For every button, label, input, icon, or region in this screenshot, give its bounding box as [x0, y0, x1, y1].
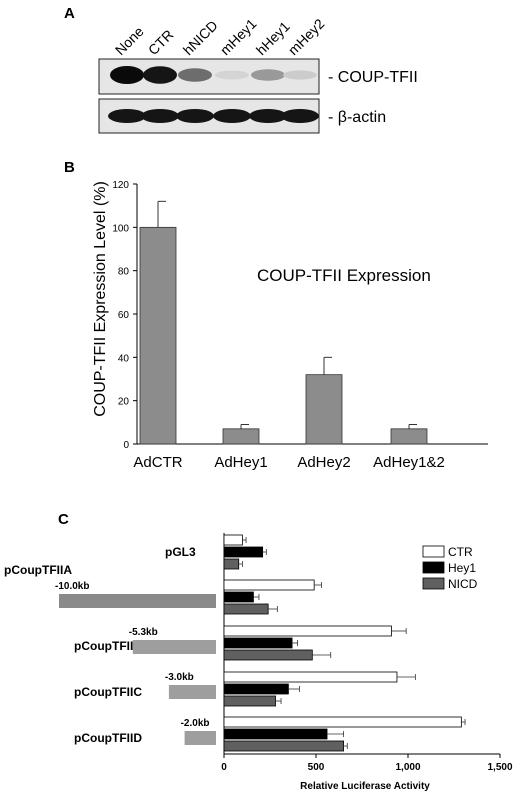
b-bar-2	[222, 428, 260, 445]
c-bar-pcouptfiic-hey1	[223, 683, 289, 695]
legend-swatch-nicd	[422, 577, 445, 590]
b-y-tick-label-120: 120	[112, 180, 129, 191]
c-bar-pcouptfiic-nicd	[223, 695, 276, 707]
construct-box-pcouptfiib	[132, 640, 216, 654]
beta-actin-band-2	[141, 109, 179, 123]
panel-c: C pGL3pCoupTFIIA-10.0kbpCoupTFIIB-5.3kbp…	[4, 511, 513, 792]
c-x-tick-label-1000: 1,000	[395, 762, 420, 773]
b-y-tick-label-20: 20	[118, 397, 130, 408]
c-bar-pcouptfiib-ctr	[223, 625, 392, 637]
coup-tfii-band-5	[251, 69, 285, 81]
legend-label-nicd: NICD	[448, 577, 478, 591]
lane-label-none: None	[112, 23, 147, 58]
c-bar-pgl3-hey1	[223, 546, 264, 558]
c-bar-pcouptfiid-hey1	[223, 728, 328, 740]
construct-size-pcouptfiic: -3.0kb	[165, 672, 194, 683]
coup-tfii-band-6	[283, 70, 317, 80]
b-y-tick-label-80: 80	[118, 267, 130, 278]
c-bar-pcouptfiid-nicd	[223, 740, 344, 752]
lane-label-hhey1: hHey1	[253, 18, 293, 58]
construct-box-pcouptfiid	[184, 731, 216, 745]
c-bar-pcouptfiib-nicd	[223, 649, 313, 661]
beta-actin-band-5	[249, 109, 287, 123]
beta-actin-band-label: - β-actin	[328, 109, 386, 126]
coup-tfii-band-2	[143, 66, 177, 84]
construct-size-pcouptfiib: -5.3kb	[129, 627, 158, 638]
lane-label-mhey1: mHey1	[217, 15, 260, 58]
coup-tfii-band-label: - COUP-TFII	[328, 69, 418, 86]
construct-size-pcouptfiia: -10.0kb	[55, 581, 89, 592]
c-bar-pgl3-ctr	[223, 534, 243, 546]
b-y-tick-label-100: 100	[112, 223, 129, 234]
legend-label-ctr: CTR	[448, 545, 473, 559]
b-y-tick-label-0: 0	[123, 440, 129, 451]
b-categories: AdCTR AdHey1 AdHey2 AdHey1&2	[133, 454, 444, 471]
c-bar-pcouptfiid-ctr	[223, 716, 462, 728]
lane-label-mhey2: mHey2	[285, 15, 328, 58]
coup-tfii-band-4	[215, 70, 249, 80]
b-y-tick-label-40: 40	[118, 353, 130, 364]
b-bars	[139, 200, 428, 445]
construct-name-pgl3: pGL3	[165, 545, 196, 559]
coup-tfii-band-3	[178, 68, 212, 82]
beta-actin-band-1	[108, 109, 146, 123]
c-x-tick-label-500: 500	[308, 762, 325, 773]
panel-c-letter: C	[58, 511, 69, 528]
c-x-tick-label-0: 0	[221, 762, 227, 773]
beta-actin-bands	[108, 109, 319, 123]
construct-name-pcouptfiib: pCoupTFIIB	[74, 639, 142, 653]
legend-swatch-ctr	[422, 545, 445, 558]
legend-swatch-hey1	[422, 561, 445, 574]
construct-name-pcouptfiia: pCoupTFIIA	[4, 563, 72, 577]
c-bar-pcouptfiia-ctr	[223, 579, 315, 591]
construct-size-pcouptfiid: -2.0kb	[181, 718, 210, 729]
b-category-2: AdHey1	[214, 454, 267, 471]
panel-b-letter: B	[64, 159, 75, 176]
c-bar-pcouptfiia-hey1	[223, 591, 254, 603]
legend-label-hey1: Hey1	[448, 561, 476, 575]
c-legend: CTR Hey1 NICD	[422, 545, 478, 591]
b-bar-4	[390, 428, 428, 445]
c-bar-pcouptfiib-hey1	[223, 637, 293, 649]
lane-label-ctr: CTR	[145, 26, 177, 58]
c-x-axis-label: Relative Luciferase Activity	[300, 781, 430, 792]
panel-a-letter: A	[64, 5, 75, 22]
b-category-4: AdHey1&2	[373, 454, 445, 471]
construct-box-pcouptfiic	[168, 685, 216, 699]
b-y-axis-label: COUP-TFII Expression Level (%)	[92, 181, 109, 417]
c-bars	[223, 534, 466, 752]
b-chart-title: COUP-TFII Expression	[257, 266, 431, 285]
coup-tfii-bands	[110, 66, 317, 84]
c-constructs: pGL3 pCoupTFIIA -10.0kb pCoupTFIIB-5.3kb pCo…	[4, 545, 216, 745]
beta-actin-band-3	[176, 109, 214, 123]
construct-box-pcouptfiia	[59, 594, 216, 608]
b-y-tick-label-60: 60	[118, 310, 130, 321]
coup-tfii-band-1	[110, 66, 144, 84]
b-category-3: AdHey2	[297, 454, 350, 471]
beta-actin-band-6	[281, 109, 319, 123]
b-category-1: AdCTR	[133, 454, 182, 471]
c-x-ticks: 0 500 1,000 1,500	[221, 754, 513, 773]
b-bar-3	[305, 374, 343, 445]
b-y-ticks: 0 20 40 60 80 100 120	[112, 180, 137, 451]
beta-actin-band-4	[213, 109, 251, 123]
b-bar-1	[139, 226, 177, 445]
c-bar-pcouptfiic-ctr	[223, 671, 398, 683]
c-bar-pcouptfiia-nicd	[223, 603, 269, 615]
panel-b: B COUP-TFII Expression Level (%) COUP-TF…	[64, 159, 488, 471]
construct-name-pcouptfiid: pCoupTFIID	[74, 731, 142, 745]
lane-label-hnicd: hNICD	[180, 17, 221, 58]
construct-name-pcouptfiic: pCoupTFIIC	[74, 685, 142, 699]
c-x-tick-label-1500: 1,500	[487, 762, 512, 773]
c-bar-pgl3-nicd	[223, 558, 240, 570]
